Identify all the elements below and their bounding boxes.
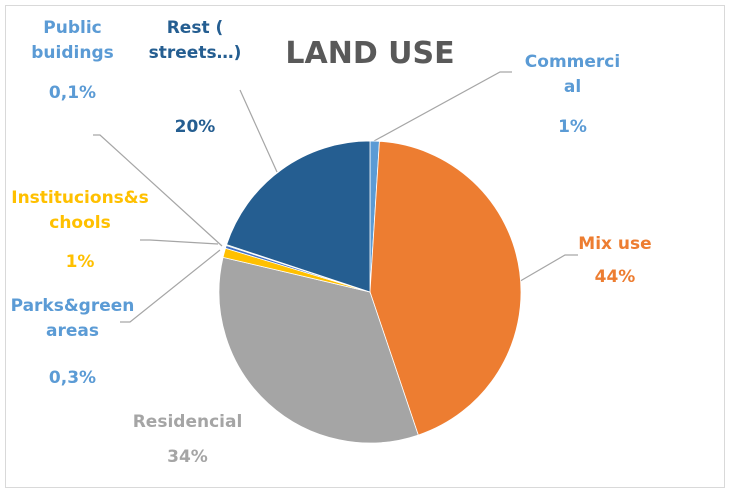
category-label: Rest ( streets…) — [148, 18, 242, 63]
value-label: 1% — [65, 252, 95, 272]
chart-title: LAND USE — [285, 36, 455, 71]
category-label: Public buidings — [31, 18, 114, 63]
value-label: 0,3% — [48, 368, 97, 388]
category-label: Residencial — [132, 412, 243, 432]
category-label: Mix use — [578, 234, 652, 254]
leader-lines — [93, 71, 578, 323]
pie-slice — [369, 140, 522, 436]
value-label: 34% — [167, 447, 208, 467]
chart-border — [5, 5, 725, 488]
value-label: 1% — [558, 117, 587, 137]
pie-slice — [218, 256, 419, 444]
value-label: 20% — [174, 117, 216, 137]
category-label: Institucions&schools — [11, 188, 149, 233]
category-label: Parks&green areas — [10, 296, 135, 341]
value-label: 0,1% — [48, 83, 97, 103]
value-label: 44% — [594, 267, 636, 287]
category-label: Commercial — [524, 52, 621, 97]
pie-slice — [226, 140, 371, 293]
